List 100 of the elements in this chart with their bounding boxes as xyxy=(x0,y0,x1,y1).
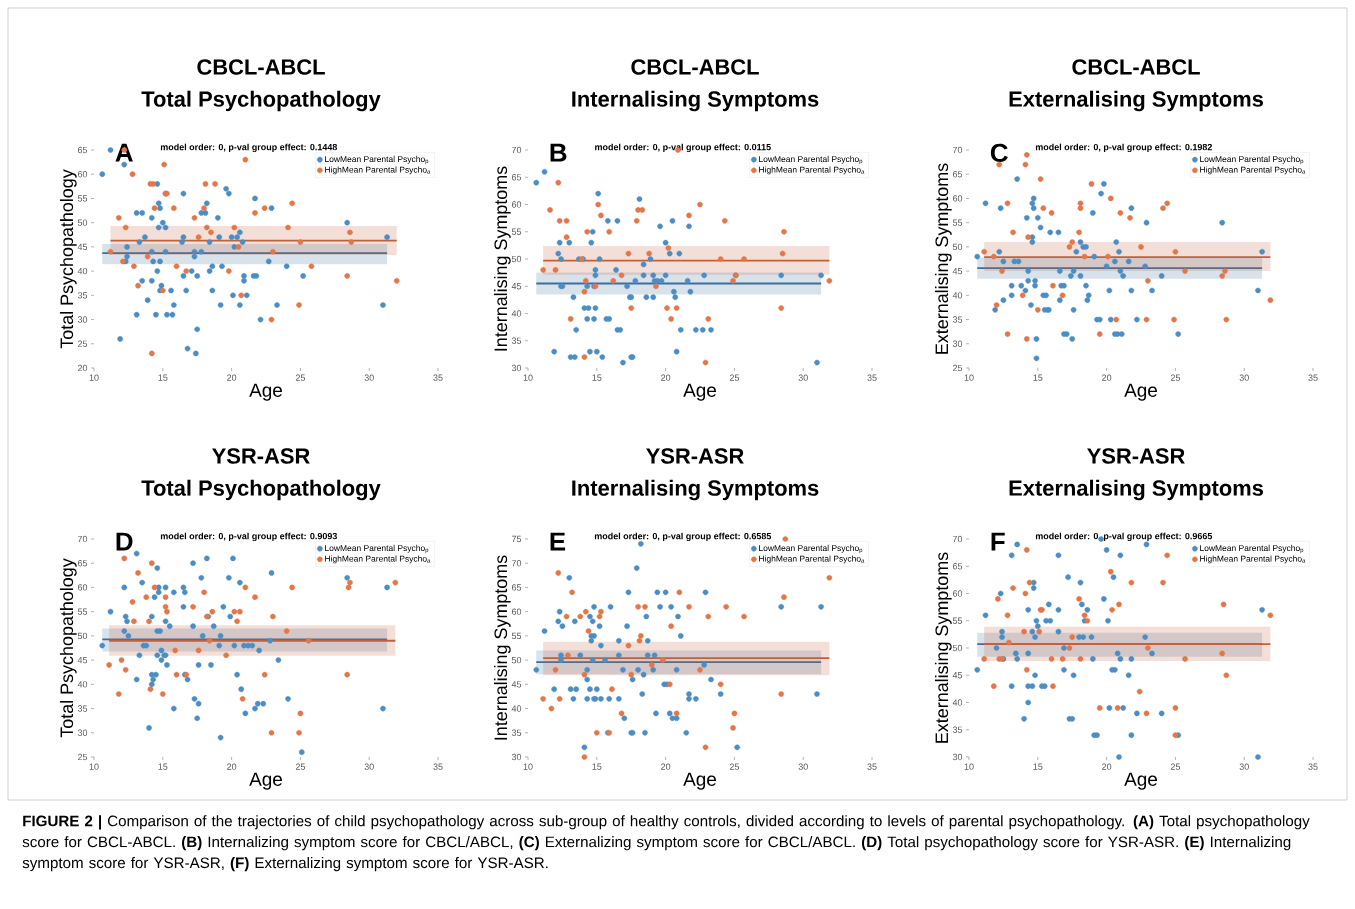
y-tick-label: 65 xyxy=(77,146,88,154)
y-axis-title: Internalising Symptoms xyxy=(493,166,511,351)
x-tick-label: 35 xyxy=(867,374,877,381)
y-tick-label: 35 xyxy=(952,726,963,733)
x-tick-label: 30 xyxy=(798,374,808,381)
y-tick-label: 50 xyxy=(511,255,522,263)
text: FIGURE 2 | Comparison of the trajectories of child psychopathology across sub-group of healthy controls, divided according to levels of parental psychopathology. (A) Total psychopathology score for CBCL-ABCL. (B) Internalizing symptom score for CBCL/ABCL, (C) Externalizing symptom score for CBCL/ABCL. (D) Total psychopathology score for YSR-ASR. (E) Internalizing symptom score for YSR-ASR, (F) Externalizing symptom score for YSR-ASR. xyxy=(22,815,1310,872)
y-tick-label: 45 xyxy=(77,243,88,251)
x-tick-label: 30 xyxy=(1239,763,1249,770)
chart-subtitle: Total Psychopathology xyxy=(141,90,381,112)
annotation: E xyxy=(550,532,566,551)
y-tick-label: 35 xyxy=(511,337,522,344)
y-tick-label: 30 xyxy=(77,729,88,736)
x-tick-label: 15 xyxy=(1033,374,1043,381)
x-tick-label: 20 xyxy=(227,763,237,770)
y-tick-label: 65 xyxy=(952,171,963,178)
x-tick-label: 15 xyxy=(158,374,168,381)
annotation: D xyxy=(116,532,133,551)
annotation: A xyxy=(115,143,133,162)
y-axis-title: Externalising Symptoms xyxy=(934,163,952,354)
y-tick-label: 65 xyxy=(511,174,522,181)
y-tick-label: 70 xyxy=(77,535,88,543)
x-tick-label: 10 xyxy=(964,374,974,381)
x-tick-label: 35 xyxy=(867,763,877,770)
annotation: C xyxy=(990,143,1008,162)
y-tick-label: 55 xyxy=(77,195,88,202)
y-tick-label: 65 xyxy=(77,560,88,567)
y-tick-label: 50 xyxy=(952,644,963,652)
y-tick-label: 35 xyxy=(77,292,88,299)
y-tick-label: 60 xyxy=(511,608,522,615)
x-tick-label: 15 xyxy=(1033,763,1043,770)
y-tick-label: 60 xyxy=(952,195,963,202)
annotation: B xyxy=(550,143,567,162)
y-tick-label: 35 xyxy=(952,316,963,323)
y-tick-label: 55 xyxy=(511,632,522,640)
x-tick-label: 25 xyxy=(729,763,740,770)
y-tick-label: 60 xyxy=(77,171,88,178)
x-tick-label: 20 xyxy=(227,374,237,381)
x-tick-label: 20 xyxy=(1102,763,1112,770)
y-tick-label: 75 xyxy=(511,535,522,543)
y-tick-label: 50 xyxy=(77,632,88,640)
x-tick-label: 35 xyxy=(433,763,443,770)
legend-label: HighMean Parental Psycho$_{a}$ xyxy=(325,166,431,175)
y-tick-label: 60 xyxy=(952,590,963,597)
y-tick-label: 25 xyxy=(952,364,963,372)
x-tick-label: 35 xyxy=(1308,374,1318,381)
y-tick-label: 30 xyxy=(511,753,522,761)
chart-title: CBCL-ABCL xyxy=(631,59,759,75)
x-tick-label: 25 xyxy=(729,374,740,381)
x-tick-label: 30 xyxy=(364,763,374,770)
x-axis-title: Age xyxy=(249,383,282,401)
legend-label: HighMean Parental Psycho$_{a}$ xyxy=(325,555,431,564)
chart-title: CBCL-ABCL xyxy=(197,59,325,75)
legend-label: HighMean Parental Psycho$_{a}$ xyxy=(1200,166,1306,175)
y-tick-label: 40 xyxy=(952,699,963,706)
chart-subtitle: Internalising Symptoms xyxy=(572,90,819,112)
x-tick-label: 10 xyxy=(89,763,99,770)
x-tick-label: 30 xyxy=(798,763,808,770)
y-axis-title: Total Psychopathology xyxy=(59,558,77,738)
x-tick-label: 25 xyxy=(1170,763,1181,770)
chart-subtitle: Externalising Symptoms xyxy=(1009,90,1263,112)
y-axis-title: Internalising Symptoms xyxy=(493,555,511,740)
x-tick-label: 20 xyxy=(1102,374,1112,381)
y-tick-label: 40 xyxy=(77,267,88,275)
chart-title: YSR-ASR xyxy=(212,448,310,464)
x-axis-title: Age xyxy=(1124,383,1158,401)
y-tick-label: 45 xyxy=(952,672,963,679)
x-tick-label: 15 xyxy=(592,763,602,770)
y-tick-label: 40 xyxy=(511,705,522,712)
x-axis-title: Age xyxy=(683,772,716,790)
x-axis-title: Age xyxy=(1124,772,1158,790)
legend-label: HighMean Parental Psycho$_{a}$ xyxy=(759,166,865,175)
annotation: model order: 0, p-val group effect: 0.1448 xyxy=(160,143,338,153)
x-axis-title: Age xyxy=(249,772,282,790)
chart-subtitle: Internalising Symptoms xyxy=(572,479,819,501)
x-tick-label: 10 xyxy=(89,374,99,381)
y-tick-label: 40 xyxy=(511,310,522,317)
x-tick-label: 10 xyxy=(523,763,533,770)
x-tick-label: 10 xyxy=(523,374,533,381)
y-tick-label: 65 xyxy=(511,584,522,591)
y-tick-label: 60 xyxy=(511,201,522,208)
y-axis-title: Externalising Symptoms xyxy=(934,552,952,743)
y-tick-label: 60 xyxy=(77,584,88,591)
y-axis-title: Total Psychopathology xyxy=(59,169,77,349)
chart-title: YSR-ASR xyxy=(646,448,744,464)
legend-label: LowMean Parental Psycho$_{p}$ xyxy=(325,544,429,554)
y-tick-label: 40 xyxy=(952,292,963,299)
x-tick-label: 35 xyxy=(433,374,443,381)
y-tick-label: 70 xyxy=(952,146,963,154)
chart-title: CBCL-ABCL xyxy=(1072,59,1200,75)
annotation: model order: 0, p-val group effect: 0.9093 xyxy=(160,532,337,542)
x-tick-label: 25 xyxy=(295,763,306,770)
y-tick-label: 70 xyxy=(511,146,522,154)
x-tick-label: 15 xyxy=(592,374,602,381)
x-tick-label: 35 xyxy=(1308,763,1318,770)
legend-label: LowMean Parental Psycho$_{p}$ xyxy=(759,544,863,554)
x-tick-label: 10 xyxy=(964,763,974,770)
legend-label: LowMean Parental Psycho$_{p}$ xyxy=(325,155,429,165)
y-tick-label: 55 xyxy=(77,608,88,615)
y-tick-label: 55 xyxy=(952,617,963,624)
